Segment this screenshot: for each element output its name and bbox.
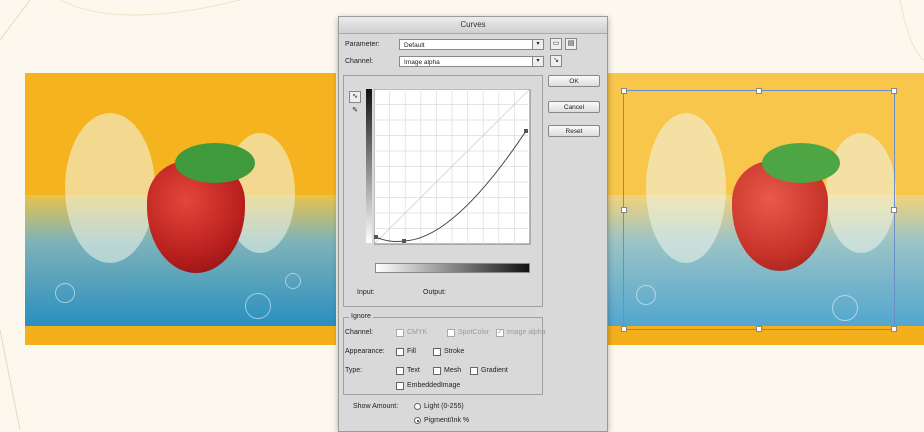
type-label: Type: <box>345 367 363 374</box>
water-splash <box>826 133 896 253</box>
type-gradient-label: Gradient <box>481 367 508 374</box>
selection-bounding-box[interactable] <box>623 90 895 330</box>
curve-panel <box>343 75 543 307</box>
show-amount-light-label: Light (0-255) <box>424 403 464 410</box>
reset-button[interactable]: Reset <box>548 125 600 137</box>
ignore-image-alpha-checkbox[interactable]: ✓ <box>496 329 504 337</box>
water-bubble <box>55 283 75 303</box>
type-text-label: Text <box>407 367 420 374</box>
transform-handle[interactable] <box>756 88 762 94</box>
transform-handle[interactable] <box>891 88 897 94</box>
show-amount-light-radio[interactable] <box>414 403 421 410</box>
strawberry-leaves <box>175 143 255 183</box>
appearance-fill-label: Fill <box>407 348 416 355</box>
ignore-spotcolor-label: SpotColor <box>458 329 490 336</box>
ignore-legend: Ignore <box>349 313 373 320</box>
parameter-value: Default <box>404 42 425 49</box>
ignore-channel-label: Channel: <box>345 329 374 336</box>
curve-edit-icon[interactable]: ∿ <box>349 91 361 103</box>
original-image <box>25 73 336 345</box>
curve-graph[interactable] <box>374 89 531 245</box>
parameter-label: Parameter: <box>345 41 380 48</box>
water-bubble <box>832 295 858 321</box>
show-amount-pigment-label: Pigment/Ink % <box>424 417 470 424</box>
transform-handle[interactable] <box>756 326 762 332</box>
output-label: Output: <box>423 289 446 296</box>
ignore-cmyk-label: CMYK <box>407 329 428 336</box>
water-bubble <box>285 273 301 289</box>
appearance-stroke-label: Stroke <box>444 348 465 355</box>
transform-handle[interactable] <box>621 207 627 213</box>
water-splash <box>65 113 155 263</box>
chevron-down-icon: ▾ <box>532 57 543 66</box>
folder-open-icon[interactable]: ▭ <box>550 38 562 50</box>
curve-point <box>524 129 528 133</box>
channel-select[interactable]: Image alpha ▾ <box>399 56 544 67</box>
transform-handle[interactable] <box>621 326 627 332</box>
transform-handle[interactable] <box>621 88 627 94</box>
identity-line <box>374 89 531 245</box>
strawberry-leaves <box>762 143 840 183</box>
pencil-icon[interactable]: ✎ <box>352 107 358 114</box>
ignore-cmyk-checkbox[interactable] <box>396 329 404 337</box>
ok-button[interactable]: OK <box>548 75 600 87</box>
type-text-checkbox[interactable] <box>396 367 404 375</box>
curve-point <box>374 235 378 239</box>
dialog-title: Curves <box>339 17 607 34</box>
curve-point <box>402 239 406 243</box>
type-gradient-checkbox[interactable] <box>470 367 478 375</box>
show-amount-label: Show Amount: <box>353 403 399 410</box>
ignore-group <box>343 317 543 395</box>
transform-handle[interactable] <box>891 207 897 213</box>
water-bubble <box>636 285 656 305</box>
type-embeddedimage-label: EmbeddedImage <box>407 382 461 389</box>
show-amount-pigment-radio[interactable] <box>414 417 421 424</box>
appearance-stroke-checkbox[interactable] <box>433 348 441 356</box>
type-embeddedimage-checkbox[interactable] <box>396 382 404 390</box>
channel-options-icon[interactable]: ↘ <box>550 55 562 67</box>
curves-dialog: Curves Parameter: Default ▾ ▭ ▤ Channel:… <box>338 16 608 432</box>
save-preset-icon[interactable]: ▤ <box>565 38 577 50</box>
ignore-image-alpha-label: Image alpha <box>507 329 546 336</box>
appearance-label: Appearance: <box>345 348 385 355</box>
channel-label: Channel: <box>345 58 374 65</box>
water-bubble <box>245 293 271 319</box>
parameter-select[interactable]: Default ▾ <box>399 39 544 50</box>
curve-line <box>375 130 527 242</box>
cancel-button[interactable]: Cancel <box>548 101 600 113</box>
input-label: Input: <box>357 289 375 296</box>
input-gradient-bar <box>375 263 530 273</box>
chevron-down-icon: ▾ <box>532 40 543 49</box>
type-mesh-checkbox[interactable] <box>433 367 441 375</box>
result-image <box>606 73 924 345</box>
ignore-spotcolor-checkbox[interactable] <box>447 329 455 337</box>
output-gradient-bar <box>366 89 372 243</box>
type-mesh-label: Mesh <box>444 367 462 374</box>
water-splash <box>646 113 726 263</box>
channel-value: Image alpha <box>404 59 440 66</box>
appearance-fill-checkbox[interactable] <box>396 348 404 356</box>
transform-handle[interactable] <box>891 326 897 332</box>
